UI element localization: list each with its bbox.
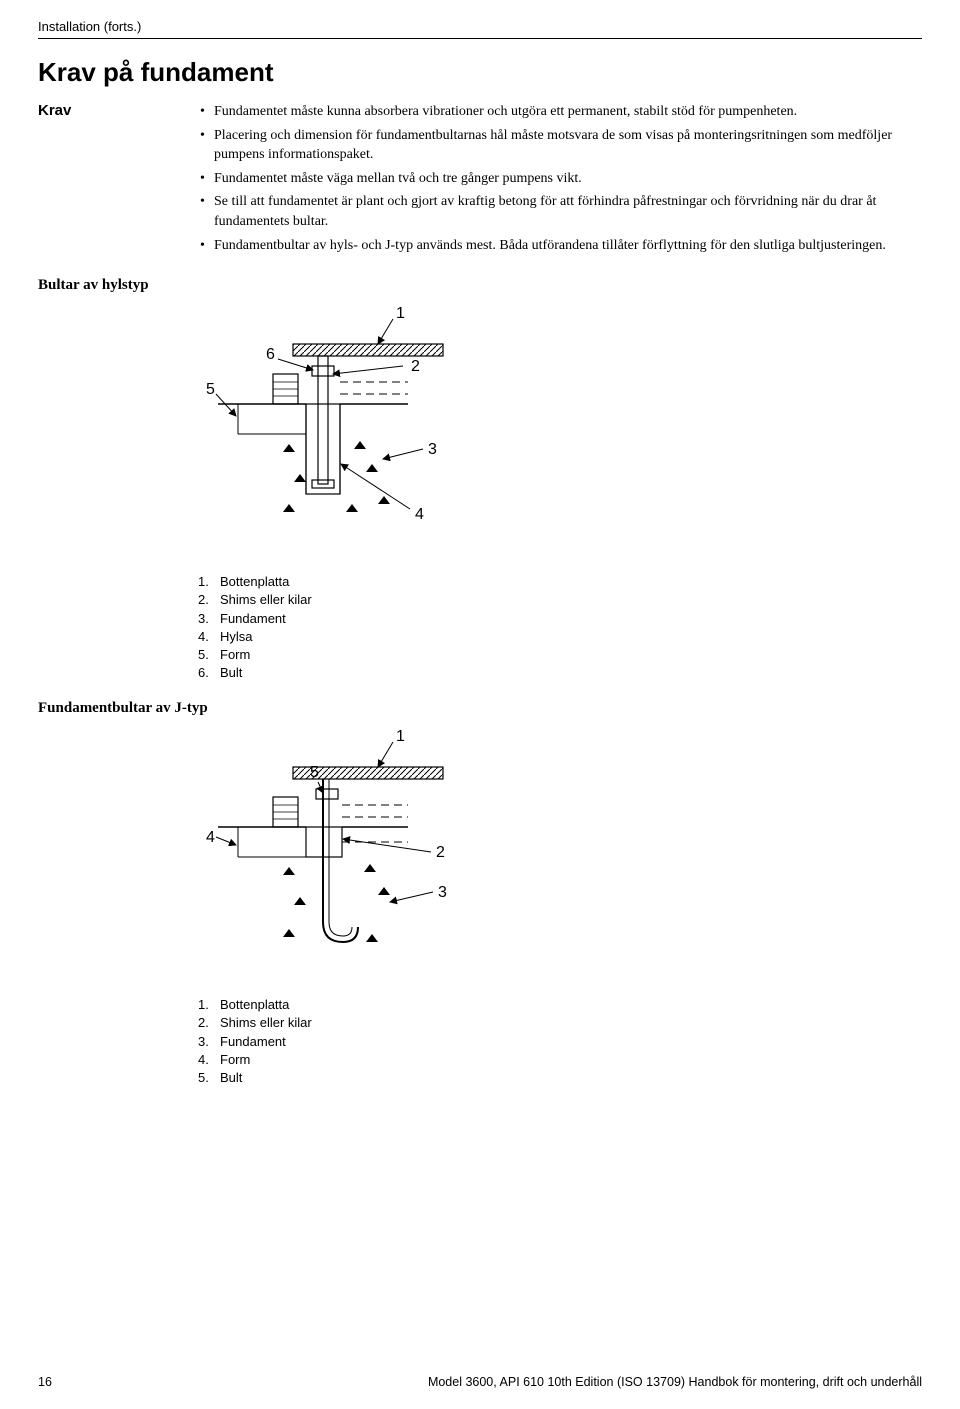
footer: 16 Model 3600, API 610 10th Edition (ISO… — [38, 1375, 922, 1389]
diagram-label-1: 1 — [396, 728, 405, 745]
legend-item: 4.Hylsa — [198, 628, 922, 646]
bullet-list: Fundamentet måste kunna absorbera vibrat… — [196, 102, 922, 255]
diagram-label-1: 1 — [396, 305, 405, 322]
jtyp-label: Fundamentbultar av J-typ — [38, 700, 922, 717]
legend-item: 5.Bult — [198, 1069, 922, 1087]
bullet-item: Fundamentet måste väga mellan två och tr… — [214, 169, 922, 189]
legend-item: 1.Bottenplatta — [198, 573, 922, 591]
diagram-label-4: 4 — [415, 506, 424, 523]
legend-item: 2.Shims eller kilar — [198, 591, 922, 609]
footer-title: Model 3600, API 610 10th Edition (ISO 13… — [428, 1375, 922, 1389]
diagram-label-5: 5 — [310, 764, 319, 781]
bullet-item: Placering och dimension för fundamentbul… — [214, 126, 922, 165]
diagram-label-2: 2 — [436, 844, 445, 861]
bullet-item: Se till att fundamentet är plant och gjo… — [214, 192, 922, 231]
diagram-jtyp: 1 2 3 4 5 — [178, 727, 922, 982]
legend-item: 5.Form — [198, 646, 922, 664]
bullet-item: Fundamentbultar av hyls- och J-typ använ… — [214, 236, 922, 256]
legend-item: 6.Bult — [198, 664, 922, 682]
legend-item: 3.Fundament — [198, 610, 922, 628]
legend-item: 1.Bottenplatta — [198, 996, 922, 1014]
diagram-label-6: 6 — [266, 346, 275, 363]
diagram-label-5: 5 — [206, 381, 215, 398]
diagram-label-3: 3 — [428, 441, 437, 458]
legend-hylstyp: 1.Bottenplatta 2.Shims eller kilar 3.Fun… — [198, 573, 922, 682]
legend-item: 4.Form — [198, 1051, 922, 1069]
bullet-item: Fundamentet måste kunna absorbera vibrat… — [214, 102, 922, 122]
krav-row: Krav Fundamentet måste kunna absorbera v… — [38, 102, 922, 259]
diagram-label-3: 3 — [438, 884, 447, 901]
hylstyp-label: Bultar av hylstyp — [38, 277, 922, 294]
header-section: Installation (forts.) — [38, 19, 922, 34]
krav-label: Krav — [38, 102, 196, 119]
header-rule — [38, 38, 922, 39]
diagram-label-4: 4 — [206, 829, 215, 846]
diagram-hylstyp: 1 2 3 4 5 6 — [178, 304, 922, 559]
main-heading: Krav på fundament — [38, 57, 922, 88]
legend-item: 3.Fundament — [198, 1033, 922, 1051]
page-number: 16 — [38, 1375, 52, 1389]
legend-item: 2.Shims eller kilar — [198, 1014, 922, 1032]
legend-jtyp: 1.Bottenplatta 2.Shims eller kilar 3.Fun… — [198, 996, 922, 1087]
diagram-label-2: 2 — [411, 358, 420, 375]
